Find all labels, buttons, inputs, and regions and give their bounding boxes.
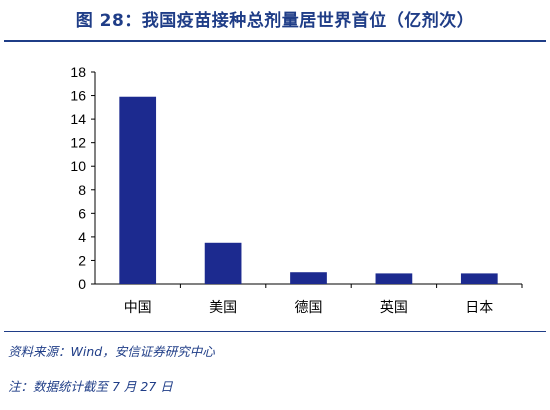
title-divider [4, 40, 546, 42]
bar-1 [119, 96, 157, 284]
x-category-label: 德国 [295, 300, 323, 316]
y-tick-label: 16 [70, 88, 86, 104]
bar-3 [290, 272, 327, 284]
y-tick-label: 10 [70, 158, 86, 174]
x-category-label: 日本 [465, 300, 493, 316]
x-category-label: 中国 [124, 300, 152, 316]
x-category-label: 英国 [380, 299, 408, 316]
source-text: 资料来源：Wind，安信证券研究中心 [8, 344, 215, 359]
y-tick-label: 0 [78, 276, 86, 292]
y-tick-label: 8 [78, 182, 86, 198]
y-tick-label: 2 [78, 252, 86, 268]
chart-title: 图 28：我国疫苗接种总剂量居世界首位（亿剂次） [75, 11, 475, 31]
y-tick-label: 14 [70, 111, 86, 127]
bar-2 [204, 242, 242, 284]
x-category-label: 美国 [209, 300, 237, 316]
y-tick-label: 6 [78, 205, 86, 221]
footer-divider [4, 331, 546, 332]
bar-4 [375, 273, 413, 284]
bar-5 [460, 273, 498, 284]
y-tick-label: 4 [78, 229, 86, 245]
bar-chart: 0 2 4 6 8 10 12 14 16 18 中国 美国 德国 英国 日本 [70, 64, 523, 316]
y-tick-label: 18 [70, 64, 86, 80]
y-tick-label: 12 [70, 135, 86, 151]
note-text: 注：数据统计截至 7 月 27 日 [8, 379, 173, 394]
